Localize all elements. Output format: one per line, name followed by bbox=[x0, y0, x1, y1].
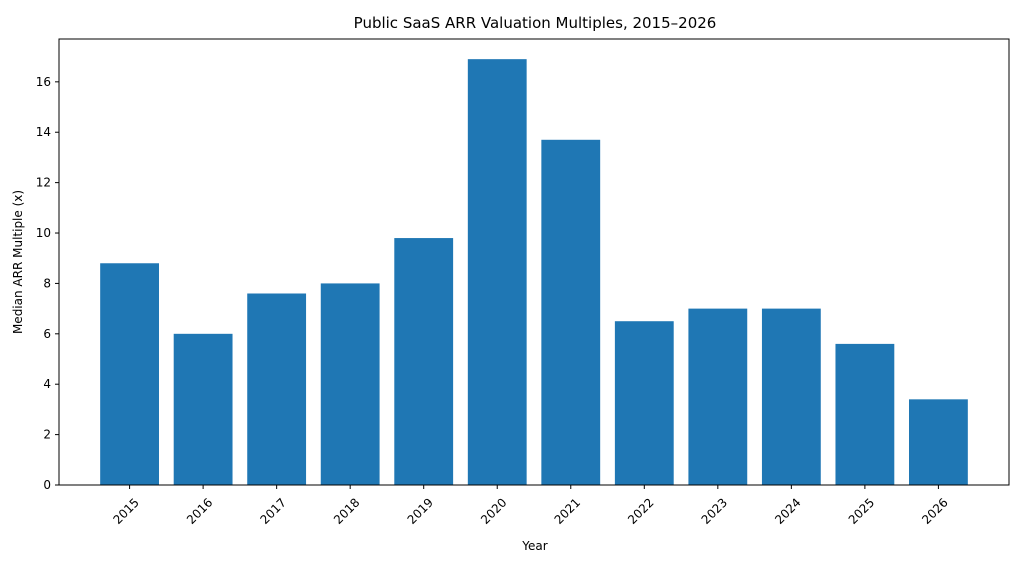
bar-2016 bbox=[173, 333, 233, 485]
plot-frame bbox=[58, 38, 1010, 486]
x-axis: 2015 2016 2017 2018 2019 2020 2021 2022 2023 2024… bbox=[110, 485, 951, 527]
y-tick-label: 8 bbox=[43, 276, 51, 290]
bar-2017 bbox=[247, 293, 307, 485]
bar-2021 bbox=[541, 139, 601, 485]
bar-2020 bbox=[467, 59, 527, 485]
x-tick-label: 2022 bbox=[625, 495, 656, 526]
y-tick-label: 6 bbox=[43, 327, 51, 341]
x-tick-label: 2024 bbox=[772, 495, 803, 526]
bar-2023 bbox=[688, 308, 748, 485]
y-tick-label: 0 bbox=[43, 478, 51, 492]
y-axis-label: Median ARR Multiple (x) bbox=[11, 190, 25, 334]
bar-2025 bbox=[835, 343, 895, 485]
y-tick-label: 10 bbox=[36, 226, 51, 240]
x-tick-label: 2015 bbox=[110, 495, 141, 526]
x-tick-label: 2026 bbox=[919, 495, 950, 526]
x-tick-label: 2025 bbox=[846, 495, 877, 526]
x-tick-label: 2021 bbox=[552, 495, 583, 526]
chart-title: Public SaaS ARR Valuation Multiples, 201… bbox=[354, 14, 717, 32]
y-tick-label: 12 bbox=[36, 176, 51, 190]
bar-2024 bbox=[761, 308, 821, 485]
y-axis: 0 2 4 6 8 10 12 14 16 bbox=[36, 75, 59, 492]
bar-2026 bbox=[909, 399, 968, 485]
bar-2019 bbox=[394, 238, 454, 485]
y-tick-label: 14 bbox=[36, 125, 51, 139]
y-tick-label: 16 bbox=[36, 75, 51, 89]
bars-group bbox=[100, 59, 968, 485]
x-tick-label: 2017 bbox=[257, 495, 288, 526]
bar-2015 bbox=[100, 263, 159, 485]
x-axis-label: Year bbox=[521, 539, 547, 553]
x-tick-label: 2023 bbox=[699, 495, 730, 526]
x-tick-label: 2018 bbox=[331, 495, 362, 526]
y-tick-label: 4 bbox=[43, 377, 51, 391]
y-tick-label: 2 bbox=[43, 428, 51, 442]
x-tick-label: 2016 bbox=[184, 495, 215, 526]
x-tick-label: 2019 bbox=[405, 495, 436, 526]
bar-2022 bbox=[614, 321, 674, 485]
bar-2018 bbox=[320, 283, 380, 485]
x-tick-label: 2020 bbox=[478, 495, 509, 526]
